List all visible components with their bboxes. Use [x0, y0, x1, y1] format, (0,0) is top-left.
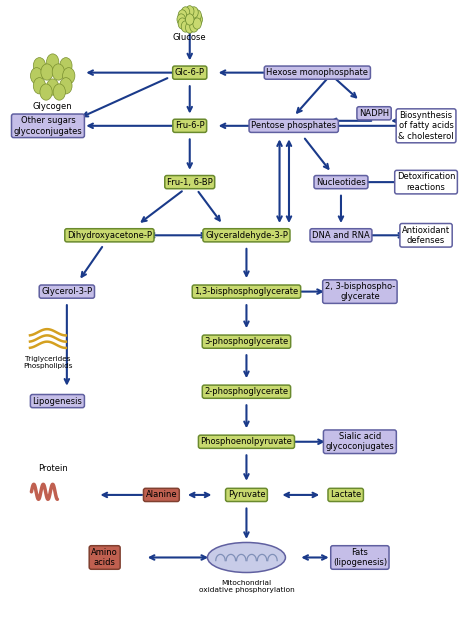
Circle shape	[52, 64, 64, 80]
Text: 1,3-bisphosphoglycerate: 1,3-bisphosphoglycerate	[194, 287, 299, 296]
Circle shape	[41, 64, 53, 80]
Text: Dihydroxyacetone-P: Dihydroxyacetone-P	[67, 231, 152, 240]
Text: Lipogenesis: Lipogenesis	[33, 397, 82, 406]
Text: Fru-1, 6-BP: Fru-1, 6-BP	[167, 177, 213, 187]
Text: Mitochondrial
oxidative phosphorylation: Mitochondrial oxidative phosphorylation	[199, 580, 294, 593]
Ellipse shape	[208, 542, 285, 572]
Circle shape	[177, 14, 185, 25]
Text: Phosphoenolpyruvate: Phosphoenolpyruvate	[201, 437, 292, 446]
Text: DNA and RNA: DNA and RNA	[312, 231, 370, 240]
Circle shape	[193, 18, 201, 29]
Text: Fats
(lipogenesis): Fats (lipogenesis)	[333, 548, 387, 567]
Text: Triglycerides
Phospholipids: Triglycerides Phospholipids	[23, 356, 73, 369]
Text: Glyceraldehyde-3-P: Glyceraldehyde-3-P	[205, 231, 288, 240]
Text: 3-phosphoglycerate: 3-phosphoglycerate	[204, 337, 289, 346]
Text: 2, 3-bisphospho-
glycerate: 2, 3-bisphospho- glycerate	[325, 282, 395, 302]
Text: Alanine: Alanine	[146, 490, 177, 500]
Circle shape	[33, 58, 46, 74]
Text: Glycerol-3-P: Glycerol-3-P	[41, 287, 92, 296]
Text: Detoxification
reactions: Detoxification reactions	[397, 172, 456, 192]
Circle shape	[53, 84, 65, 100]
Circle shape	[60, 78, 72, 94]
Text: Other sugars
glycoconjugates: Other sugars glycoconjugates	[14, 116, 82, 135]
Text: Fru-6-P: Fru-6-P	[175, 121, 205, 130]
Circle shape	[181, 7, 190, 18]
Circle shape	[40, 84, 52, 100]
Text: Lactate: Lactate	[330, 490, 361, 500]
Circle shape	[190, 7, 198, 18]
Circle shape	[193, 10, 201, 21]
Circle shape	[178, 18, 187, 29]
Circle shape	[181, 21, 190, 32]
Circle shape	[185, 6, 194, 17]
Text: Protein: Protein	[38, 464, 68, 473]
Text: Nucleotides: Nucleotides	[316, 177, 366, 187]
Text: Sialic acid
glycoconjugates: Sialic acid glycoconjugates	[326, 432, 394, 451]
Circle shape	[60, 58, 72, 74]
Text: 2-phosphoglycerate: 2-phosphoglycerate	[204, 387, 289, 396]
Circle shape	[63, 68, 75, 84]
Circle shape	[30, 68, 43, 84]
Text: Glc-6-P: Glc-6-P	[175, 68, 205, 77]
Circle shape	[190, 21, 198, 32]
Text: Hexose monophosphate: Hexose monophosphate	[266, 68, 368, 77]
Circle shape	[46, 79, 59, 95]
Text: Biosynthesis
of fatty acids
& cholesterol: Biosynthesis of fatty acids & cholestero…	[398, 111, 454, 140]
Circle shape	[194, 14, 202, 25]
Text: Glucose: Glucose	[173, 33, 207, 42]
Circle shape	[46, 54, 59, 70]
Text: Pyruvate: Pyruvate	[228, 490, 265, 500]
Text: Pentose phosphates: Pentose phosphates	[251, 121, 336, 130]
Circle shape	[185, 14, 194, 25]
Circle shape	[33, 78, 46, 94]
Text: NADPH: NADPH	[359, 109, 389, 118]
Text: Antioxidant
defenses: Antioxidant defenses	[402, 226, 450, 245]
Text: Glycogen: Glycogen	[33, 102, 73, 111]
Circle shape	[185, 22, 194, 33]
Circle shape	[178, 10, 187, 21]
Text: Amino
acids: Amino acids	[91, 548, 118, 567]
